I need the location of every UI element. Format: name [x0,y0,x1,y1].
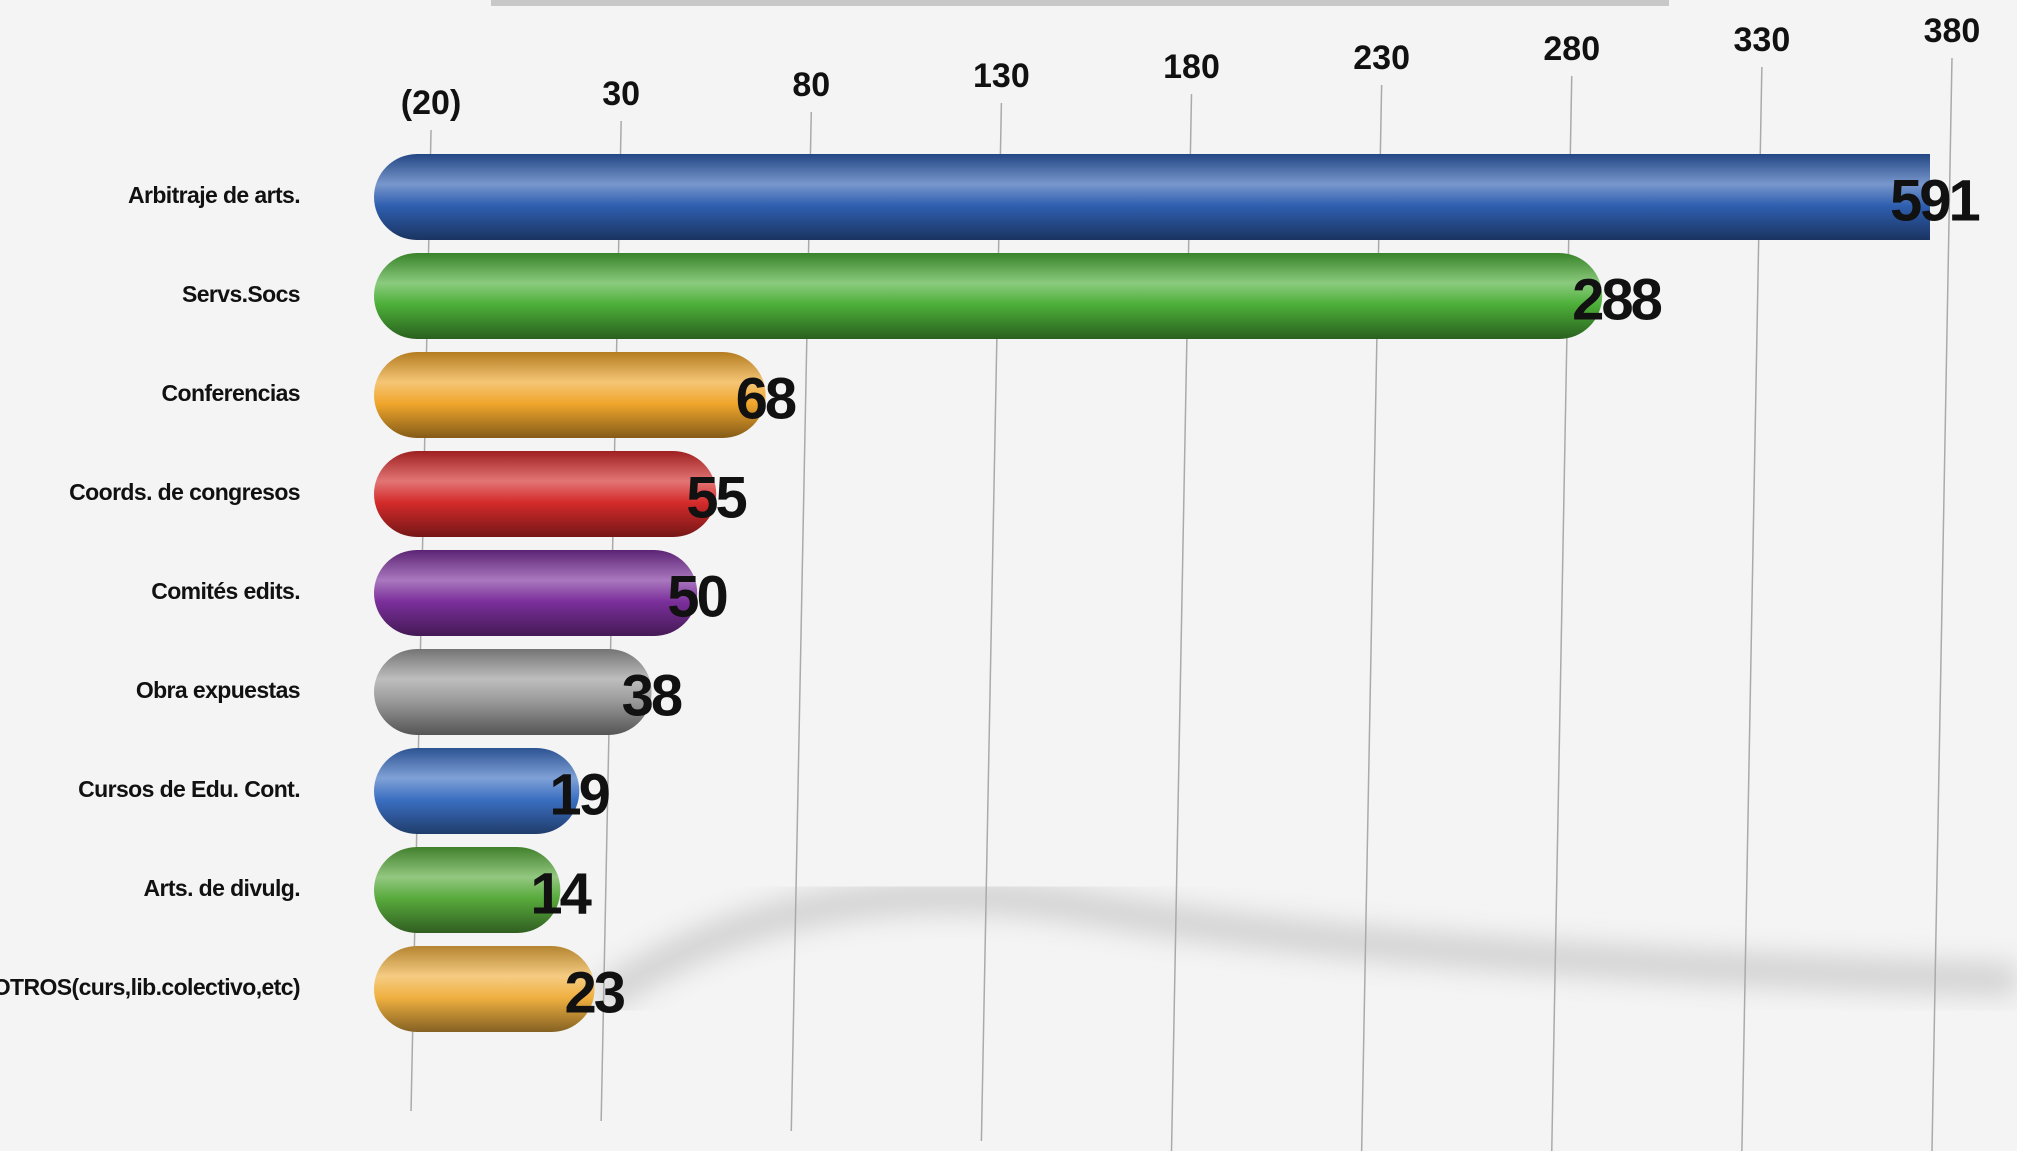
category-label: Coords. de congresos [69,479,300,505]
x-tick-label: 130 [973,57,1030,95]
x-tick-label: 280 [1543,30,1600,68]
grid-line [1931,57,1953,1151]
bar [374,352,766,438]
top-strip [491,0,1669,6]
bar [374,946,595,1032]
category-label: Obra expuestas [136,677,300,703]
value-label: 14 [530,861,591,926]
category-label: Conferencias [161,380,300,406]
labels: (20) 30 80 130 180 230 280 330 380 Arbitraje de a… [0,12,1983,1025]
value-label: 23 [565,960,625,1025]
bar [374,649,652,735]
value-label: 68 [736,366,796,431]
category-label: Cursos de Edu. Cont. [78,776,300,802]
x-tick-label: 230 [1353,39,1410,77]
value-label: 19 [549,762,609,827]
x-tick-label: 180 [1163,48,1220,86]
value-label: 55 [686,465,746,530]
shadow [591,881,2017,1013]
x-tick-label: 330 [1734,21,1791,59]
category-label: Arbitraje de arts. [128,182,300,208]
category-label: Comités edits. [151,578,300,604]
bar [374,154,1930,240]
grid-line [1741,66,1763,1151]
bar [374,847,561,933]
category-label: OTROS(curs,lib.colectivo,etc) [0,974,300,1000]
bars [374,154,1930,1032]
bar [374,748,580,834]
x-tick-label: 380 [1924,12,1981,50]
x-tick-label: 80 [792,66,830,104]
bar [374,253,1603,339]
bar [374,550,698,636]
value-label: 50 [667,564,726,629]
category-label: Arts. de divulg. [143,875,300,901]
grid-line [1170,93,1193,1151]
value-label: 288 [1572,267,1662,332]
value-label: 38 [622,663,682,728]
x-tick-label: 30 [602,75,640,113]
x-tick-label: (20) [401,84,461,122]
grid-line [1360,84,1383,1151]
value-label: 591 [1890,168,1980,233]
bar [374,451,717,537]
category-label: Servs.Socs [182,281,300,307]
